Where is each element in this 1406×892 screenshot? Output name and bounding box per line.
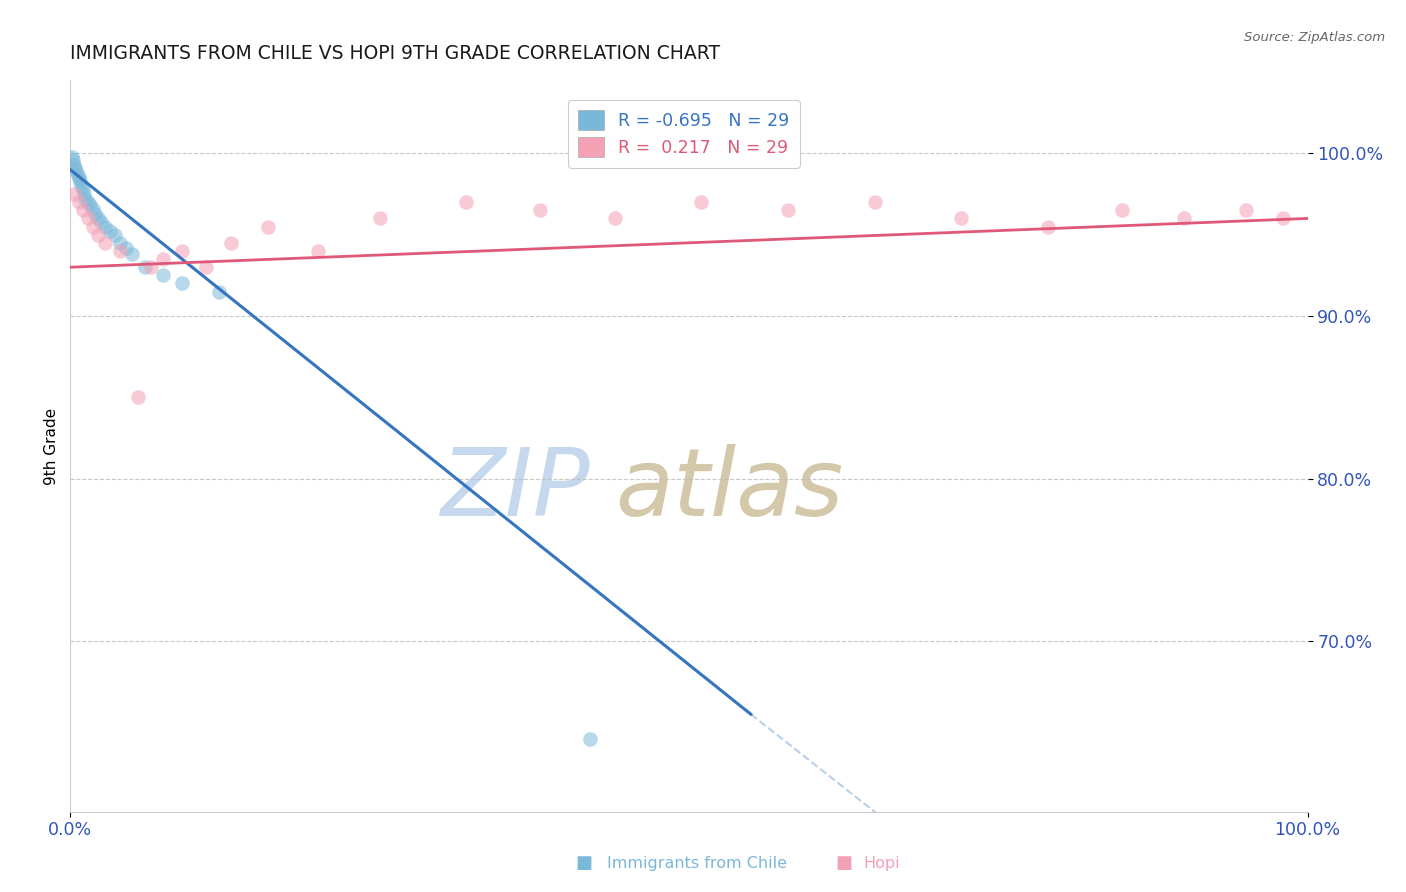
- Point: [75, 192, 97, 206]
- Text: Immigrants from Chile: Immigrants from Chile: [607, 856, 787, 871]
- Point: [108, 244, 131, 258]
- Point: [108, 235, 131, 250]
- Point: [1271, 211, 1294, 226]
- Point: [1173, 211, 1195, 226]
- Point: [82, 219, 104, 234]
- Point: [63, 158, 86, 172]
- Point: [219, 235, 242, 250]
- Point: [86, 211, 108, 226]
- Point: [79, 198, 101, 212]
- Point: [195, 260, 218, 275]
- Point: [1234, 203, 1257, 218]
- Point: [104, 227, 127, 242]
- Text: IMMIGRANTS FROM CHILE VS HOPI 9TH GRADE CORRELATION CHART: IMMIGRANTS FROM CHILE VS HOPI 9TH GRADE …: [70, 45, 720, 63]
- Point: [579, 731, 602, 746]
- Point: [62, 153, 84, 167]
- Point: [84, 206, 107, 220]
- Point: [65, 164, 87, 178]
- Point: [1111, 203, 1133, 218]
- Point: [90, 215, 112, 229]
- Point: [121, 247, 143, 261]
- Point: [86, 227, 108, 242]
- Point: [950, 211, 973, 226]
- Point: [603, 211, 626, 226]
- Text: ■: ■: [835, 855, 852, 872]
- Point: [1036, 219, 1059, 234]
- Point: [127, 390, 149, 404]
- Legend: R = -0.695   N = 29, R =  0.217   N = 29: R = -0.695 N = 29, R = 0.217 N = 29: [568, 100, 800, 168]
- Point: [208, 285, 231, 299]
- Point: [863, 195, 886, 210]
- Point: [63, 187, 86, 202]
- Point: [170, 277, 193, 291]
- Point: [69, 174, 91, 188]
- Point: [152, 268, 174, 283]
- Point: [76, 211, 98, 226]
- Point: [152, 252, 174, 266]
- Point: [67, 170, 90, 185]
- Point: [65, 161, 87, 175]
- Text: ZIP: ZIP: [440, 444, 591, 535]
- Point: [94, 219, 117, 234]
- Point: [257, 219, 280, 234]
- Point: [307, 244, 329, 258]
- Point: [529, 203, 551, 218]
- Point: [72, 203, 94, 218]
- Point: [82, 202, 104, 216]
- Point: [76, 195, 98, 210]
- Point: [60, 150, 83, 164]
- Text: Hopi: Hopi: [863, 856, 900, 871]
- Point: [70, 178, 93, 193]
- Point: [73, 187, 96, 202]
- Point: [139, 260, 162, 275]
- Point: [98, 224, 121, 238]
- Point: [134, 260, 156, 275]
- Text: atlas: atlas: [614, 444, 844, 535]
- Point: [368, 211, 391, 226]
- Point: [776, 203, 799, 218]
- Point: [456, 195, 478, 210]
- Text: Source: ZipAtlas.com: Source: ZipAtlas.com: [1244, 31, 1385, 45]
- Point: [170, 244, 193, 258]
- Point: [94, 235, 117, 250]
- Point: [115, 241, 138, 255]
- Point: [72, 182, 94, 196]
- Text: ■: ■: [575, 855, 592, 872]
- Point: [66, 168, 89, 182]
- Point: [67, 195, 90, 210]
- Y-axis label: 9th Grade: 9th Grade: [44, 408, 59, 484]
- Point: [690, 195, 713, 210]
